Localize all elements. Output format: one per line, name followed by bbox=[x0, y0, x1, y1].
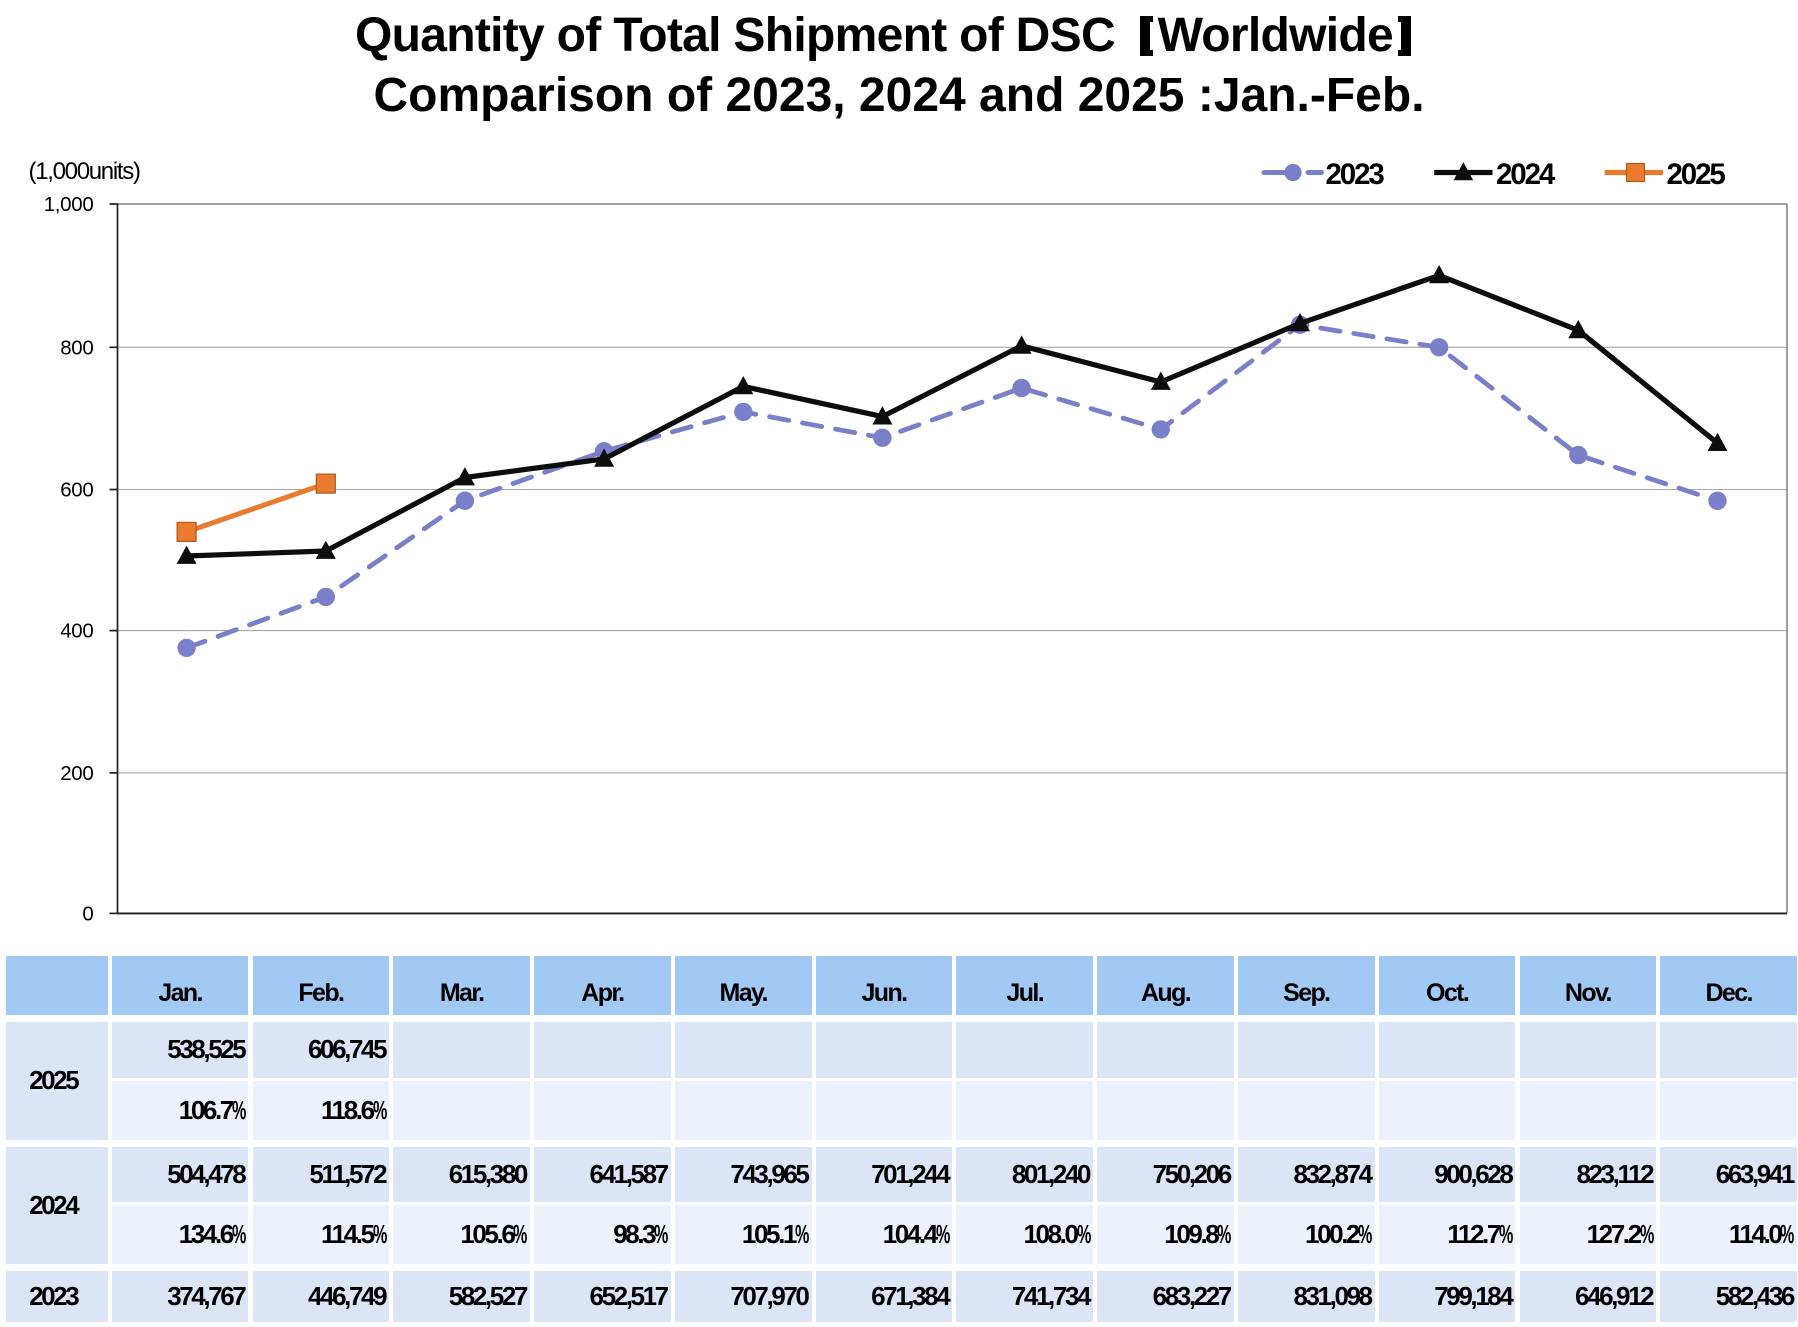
svg-text:400: 400 bbox=[60, 620, 93, 643]
svg-text:1,000: 1,000 bbox=[44, 193, 94, 216]
svg-text:200: 200 bbox=[60, 762, 93, 785]
svg-text:2023: 2023 bbox=[1326, 158, 1385, 191]
svg-text:800: 800 bbox=[60, 336, 93, 359]
svg-text:600: 600 bbox=[60, 479, 93, 502]
svg-text:0: 0 bbox=[82, 902, 93, 925]
svg-text:(1,000units): (1,000units) bbox=[29, 158, 140, 185]
svg-text:2025: 2025 bbox=[1667, 158, 1726, 191]
svg-text:2024: 2024 bbox=[1496, 158, 1556, 191]
